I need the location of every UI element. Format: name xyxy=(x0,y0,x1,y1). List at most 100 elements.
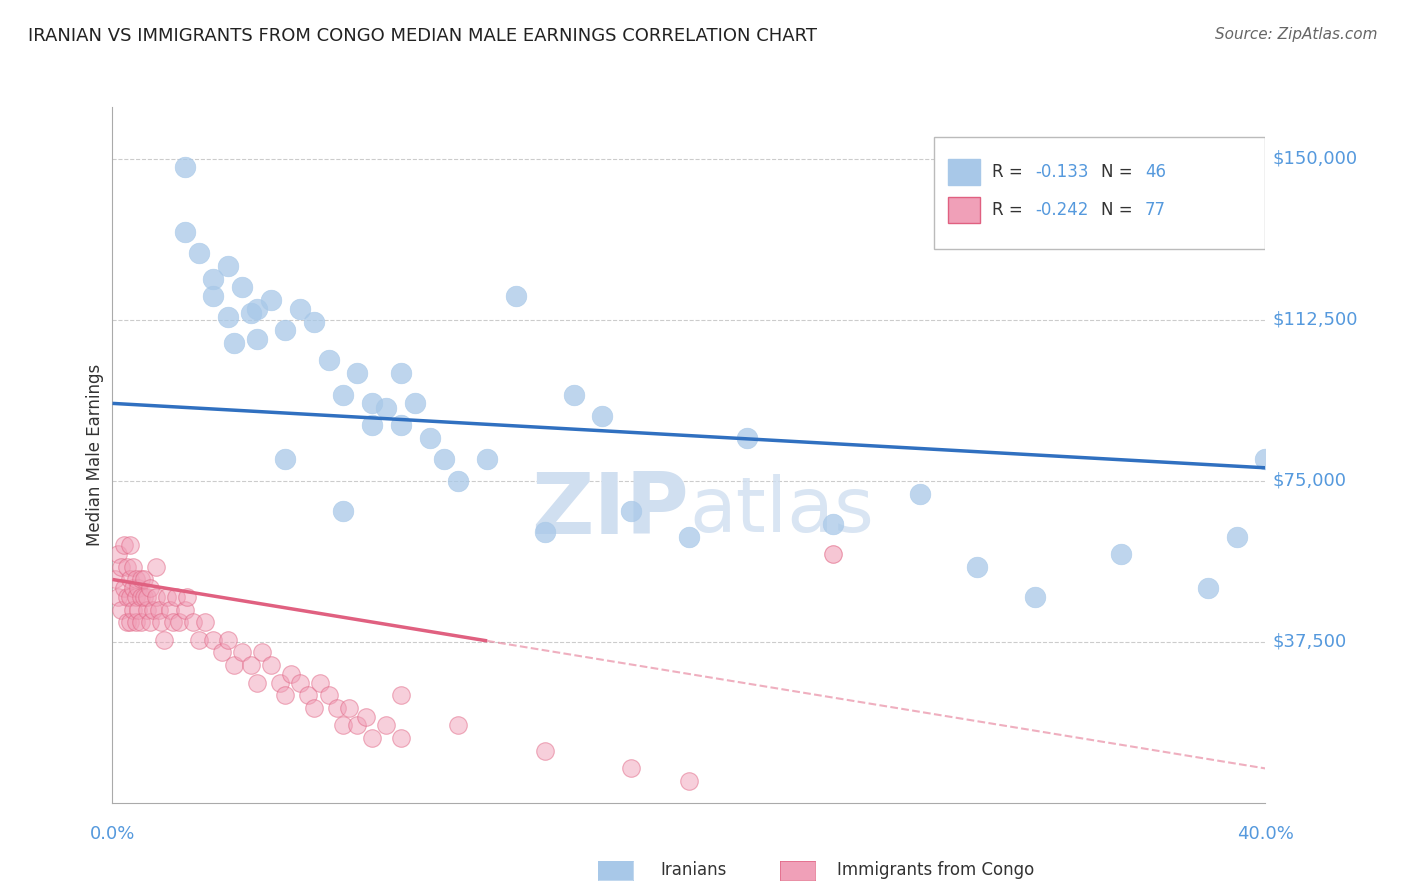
Text: Source: ZipAtlas.com: Source: ZipAtlas.com xyxy=(1215,27,1378,42)
Point xyxy=(1024,590,1046,604)
Point xyxy=(121,602,143,616)
Point xyxy=(332,718,354,732)
Point xyxy=(134,573,156,587)
Point xyxy=(1254,452,1277,467)
Text: 0.0%: 0.0% xyxy=(90,825,135,843)
Point xyxy=(389,731,412,746)
Point xyxy=(245,301,267,316)
Point xyxy=(127,602,149,616)
Text: Iranians: Iranians xyxy=(661,861,727,879)
Text: $150,000: $150,000 xyxy=(1272,150,1358,168)
Point xyxy=(222,336,245,351)
Point xyxy=(231,280,253,294)
Point xyxy=(162,615,184,630)
Point xyxy=(404,396,426,410)
Text: IRANIAN VS IMMIGRANTS FROM CONGO MEDIAN MALE EARNINGS CORRELATION CHART: IRANIAN VS IMMIGRANTS FROM CONGO MEDIAN … xyxy=(28,27,817,45)
Point xyxy=(447,474,470,488)
FancyBboxPatch shape xyxy=(934,137,1265,249)
Point xyxy=(112,581,135,595)
Point xyxy=(332,388,354,402)
Point xyxy=(375,718,398,732)
Point xyxy=(118,615,141,630)
Point xyxy=(505,289,527,303)
Text: -0.133: -0.133 xyxy=(1035,163,1088,181)
Point xyxy=(202,632,225,647)
Point xyxy=(107,590,129,604)
Text: N =: N = xyxy=(1101,163,1137,181)
Point xyxy=(118,573,141,587)
Point xyxy=(821,516,844,531)
Point xyxy=(124,590,146,604)
Point xyxy=(360,417,382,432)
Point xyxy=(148,602,170,616)
Point xyxy=(447,718,470,732)
Point xyxy=(360,731,382,746)
Point xyxy=(735,431,758,445)
Point xyxy=(288,301,311,316)
Point xyxy=(245,332,267,346)
Point xyxy=(260,658,283,673)
Point xyxy=(475,452,498,467)
Point xyxy=(245,675,267,690)
Point xyxy=(129,573,153,587)
Point xyxy=(202,289,225,303)
Point xyxy=(129,590,153,604)
Point xyxy=(107,547,129,561)
Point xyxy=(346,718,368,732)
Text: N =: N = xyxy=(1101,202,1137,219)
Point xyxy=(288,675,311,690)
Point xyxy=(115,559,138,574)
Point xyxy=(389,417,412,432)
Point xyxy=(231,645,253,659)
Point xyxy=(389,367,412,381)
Point xyxy=(150,615,173,630)
Text: ZIP: ZIP xyxy=(531,469,689,552)
Point xyxy=(134,590,156,604)
Point xyxy=(139,615,162,630)
Point xyxy=(1226,529,1249,543)
Point xyxy=(620,504,643,518)
Point xyxy=(159,602,181,616)
Point xyxy=(309,675,332,690)
Point xyxy=(173,602,195,616)
Point xyxy=(620,761,643,775)
Point xyxy=(217,632,239,647)
Point xyxy=(139,581,162,595)
Point xyxy=(145,590,167,604)
Point xyxy=(274,323,297,337)
Point xyxy=(389,689,412,703)
Point xyxy=(562,388,585,402)
Point xyxy=(181,615,204,630)
Point xyxy=(252,645,274,659)
Point xyxy=(375,401,398,415)
Point xyxy=(354,710,377,724)
Text: 46: 46 xyxy=(1144,163,1166,181)
Point xyxy=(176,590,198,604)
Point xyxy=(239,658,262,673)
Point xyxy=(173,160,195,174)
Point xyxy=(202,272,225,286)
Point xyxy=(332,504,354,518)
Point xyxy=(110,602,132,616)
Text: R =: R = xyxy=(991,202,1028,219)
Point xyxy=(533,744,555,758)
Point xyxy=(118,590,141,604)
Point xyxy=(136,602,159,616)
Point xyxy=(167,615,190,630)
Point xyxy=(592,409,614,424)
Point xyxy=(1197,581,1219,595)
Point xyxy=(304,315,326,329)
Point xyxy=(124,615,146,630)
Point xyxy=(269,675,291,690)
Point xyxy=(239,306,262,320)
Point xyxy=(678,774,700,789)
Point xyxy=(121,581,143,595)
Text: $37,500: $37,500 xyxy=(1272,632,1347,651)
Point xyxy=(360,396,382,410)
Point xyxy=(280,667,302,681)
Point xyxy=(112,538,135,552)
Point xyxy=(136,590,159,604)
Point xyxy=(104,573,127,587)
Point xyxy=(1111,547,1133,561)
Text: Immigrants from Congo: Immigrants from Congo xyxy=(837,861,1033,879)
